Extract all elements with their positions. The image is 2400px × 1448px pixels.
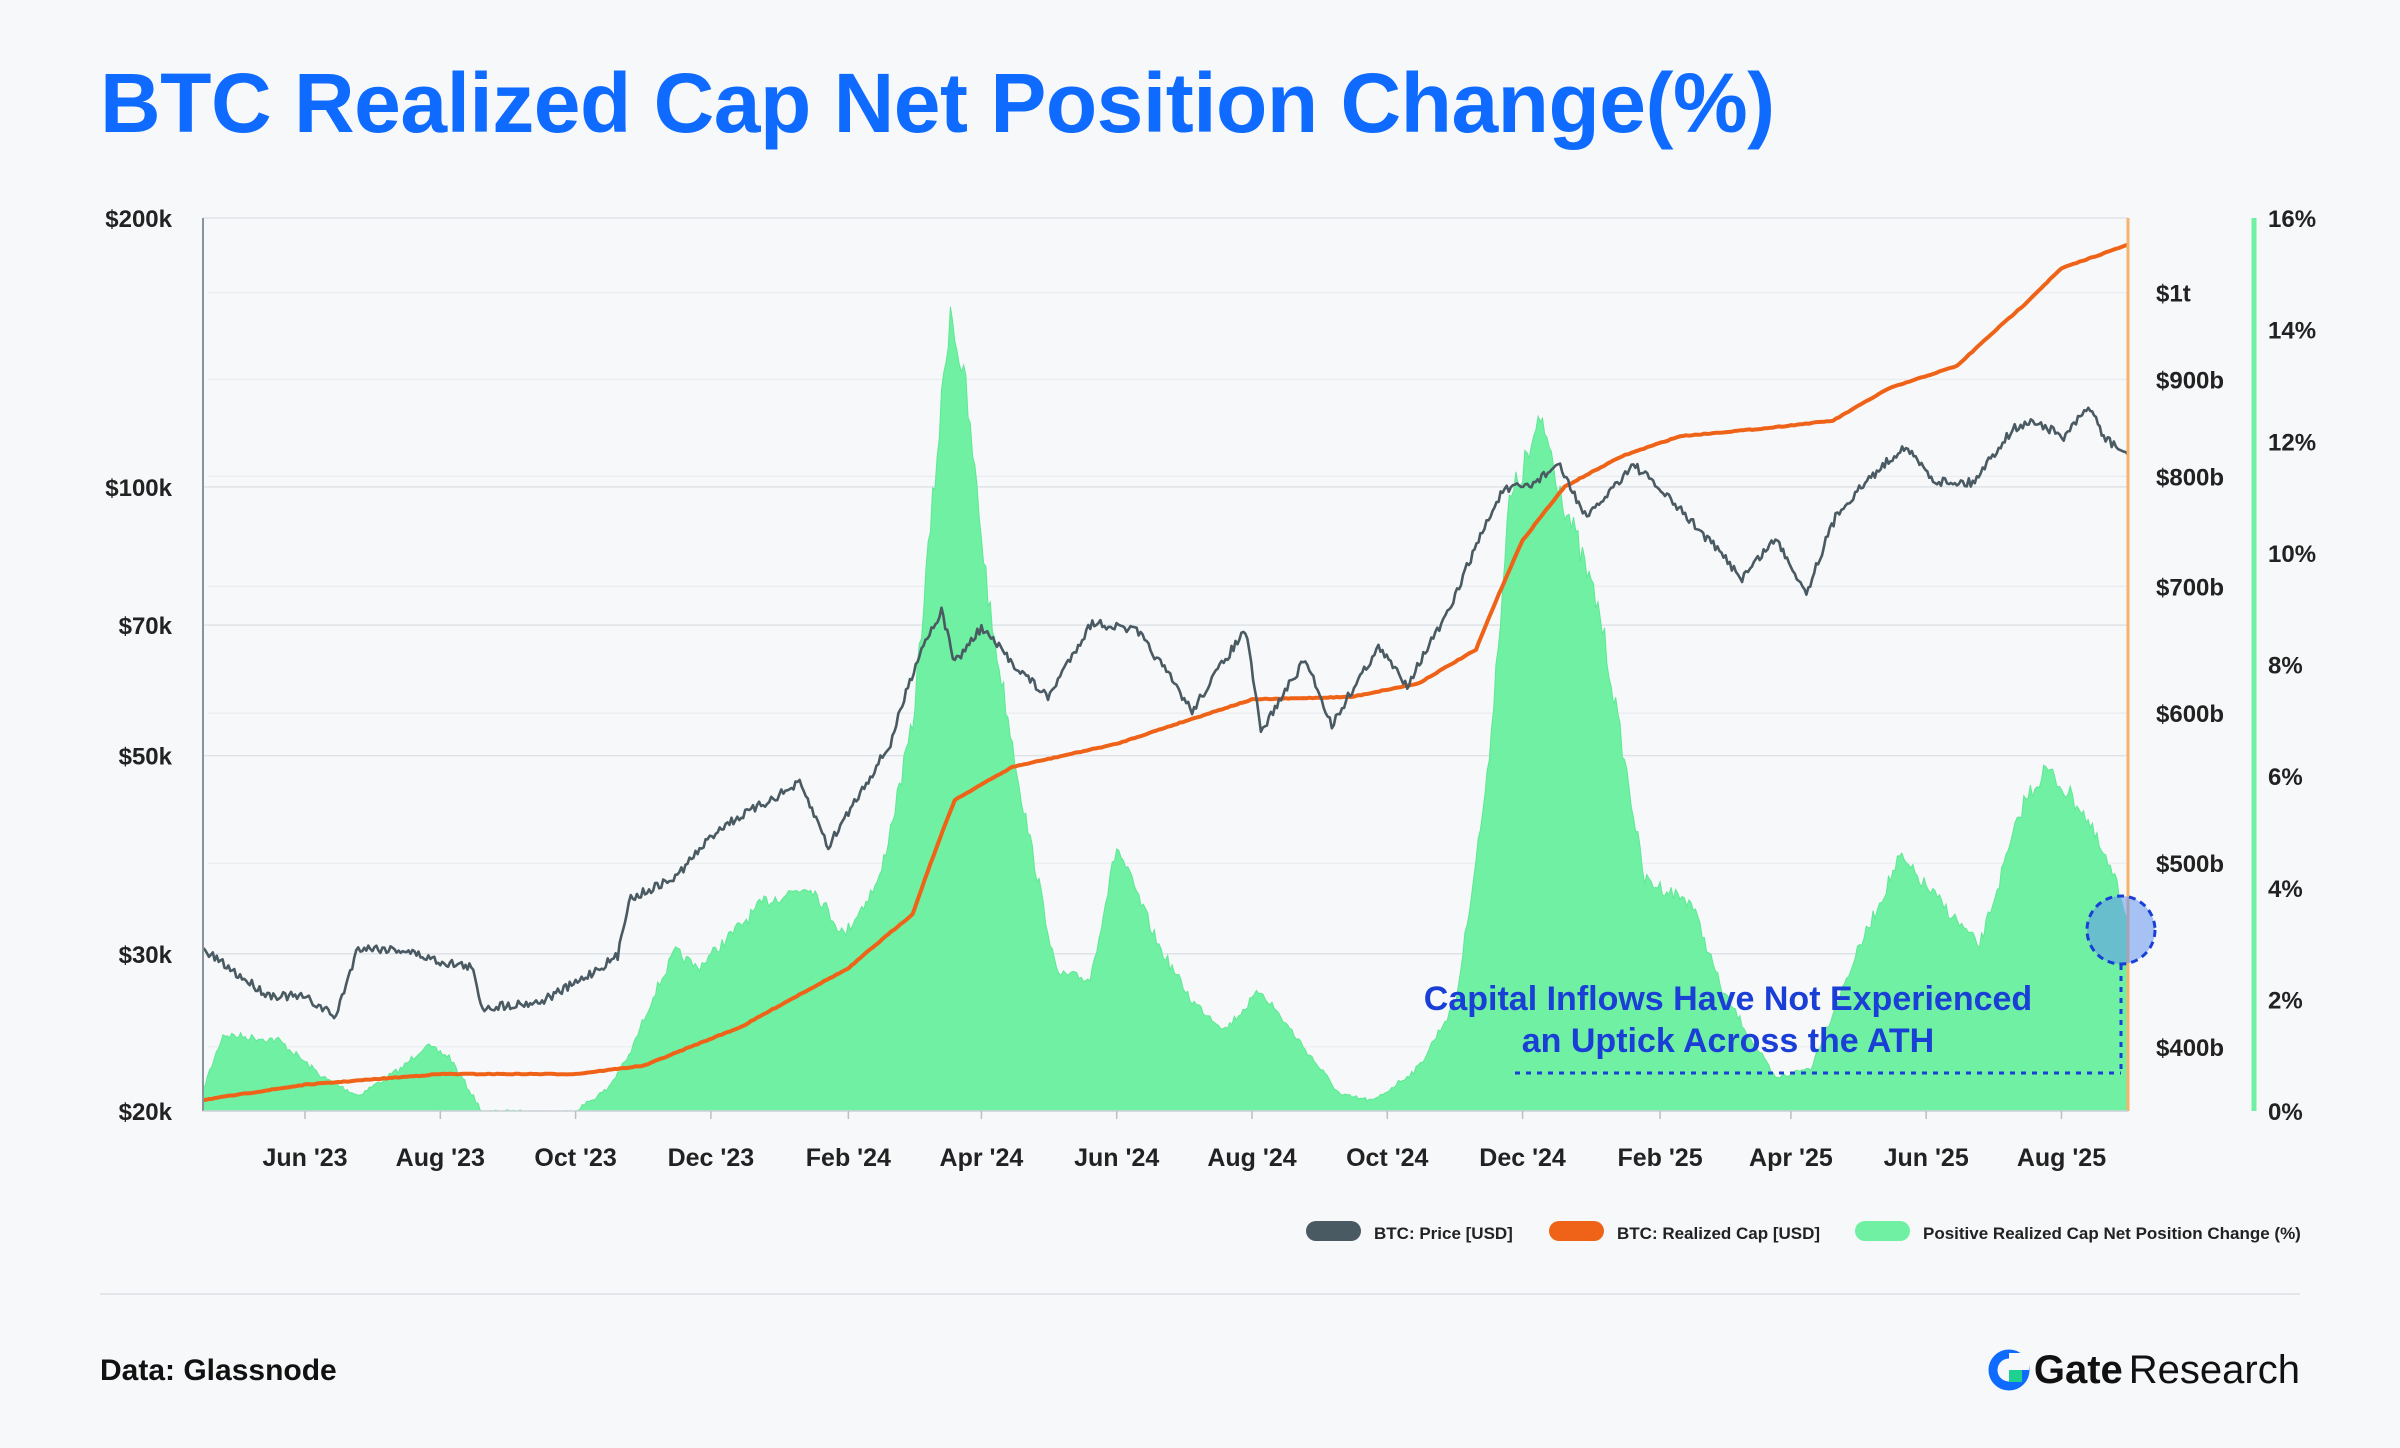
left-tick-label: $100k	[105, 475, 172, 502]
x-tick-label: Apr '25	[1749, 1144, 1833, 1172]
highlight-circle	[2085, 894, 2157, 966]
realized-cap-tick-label: $500b	[2156, 851, 2224, 878]
x-tick-label: Oct '24	[1346, 1144, 1428, 1172]
realized-cap-tick-label: $800b	[2156, 464, 2224, 491]
price-line	[202, 406, 2130, 1020]
x-tick-label: Dec '24	[1479, 1144, 1566, 1172]
realized-cap-line	[202, 242, 2129, 1103]
percent-tick-label: 0%	[2268, 1099, 2303, 1126]
realized-cap-axis-ticks: $400b $500b $600b $700b $800b $900b $1t	[2156, 281, 2224, 1062]
x-tick-label: Jun '23	[262, 1144, 347, 1172]
x-tick-label: Aug '24	[1207, 1144, 1296, 1172]
legend-label: Positive Realized Cap Net Position Chang…	[1923, 1224, 2301, 1243]
gate-logo-icon	[1988, 1349, 2030, 1391]
annotation-text-line-2: an Uptick Across the ATH	[1522, 1022, 1934, 1060]
annotation: Capital Inflows Have Not Experienced an …	[1424, 894, 2157, 1075]
annotation-text-line-1: Capital Inflows Have Not Experienced	[1424, 980, 2032, 1018]
x-tick-label: Dec '23	[668, 1144, 755, 1172]
legend: BTC: Price [USD] BTC: Realized Cap [USD] P…	[1306, 1221, 2301, 1243]
x-tick-label: Apr '24	[940, 1144, 1024, 1172]
left-tick-label: $50k	[119, 744, 173, 771]
x-tick-label: Aug '25	[2017, 1144, 2106, 1172]
percent-tick-label: 14%	[2268, 318, 2316, 345]
percent-tick-label: 12%	[2268, 429, 2316, 456]
footer-divider	[100, 1293, 2300, 1295]
percent-tick-label: 6%	[2268, 764, 2303, 791]
legend-swatch	[1306, 1221, 1361, 1241]
left-tick-label: $70k	[119, 613, 173, 640]
realized-cap-tick-label: $400b	[2156, 1035, 2224, 1062]
left-tick-label: $20k	[119, 1099, 173, 1126]
legend-label: BTC: Price [USD]	[1374, 1224, 1513, 1243]
realized-cap-tick-label: $1t	[2156, 281, 2191, 308]
line-btc-price	[202, 406, 2130, 1020]
percent-tick-label: 2%	[2268, 987, 2303, 1014]
x-axis-ticks: Jun '23 Aug '23 Oct '23 Dec '23 Feb '24 Apr '…	[262, 1111, 2106, 1172]
legend-swatch	[1855, 1221, 1910, 1241]
data-source: Data: Glassnode	[100, 1354, 337, 1387]
brand-name: Gate	[2033, 1347, 2123, 1392]
line-realized-cap	[202, 242, 2129, 1103]
percent-tick-label: 10%	[2268, 541, 2316, 568]
x-tick-label: Jun '25	[1884, 1144, 1969, 1172]
left-tick-label: $30k	[119, 942, 173, 969]
percent-tick-label: 16%	[2268, 206, 2316, 233]
realized-cap-tick-label: $700b	[2156, 574, 2224, 601]
x-tick-label: Jun '24	[1074, 1144, 1159, 1172]
left-axis-ticks: $20k $30k $50k $70k $100k $200k	[105, 206, 172, 1126]
realized-cap-tick-label: $900b	[2156, 367, 2224, 394]
left-tick-label: $200k	[105, 206, 172, 233]
legend-label: BTC: Realized Cap [USD]	[1617, 1224, 1820, 1243]
percent-tick-label: 4%	[2268, 876, 2303, 903]
x-tick-label: Aug '23	[396, 1144, 485, 1172]
brand-logo: Gate Research	[1988, 1347, 2300, 1393]
x-tick-label: Feb '25	[1617, 1144, 1702, 1172]
x-tick-label: Feb '24	[806, 1144, 891, 1172]
realized-cap-tick-label: $600b	[2156, 701, 2224, 728]
brand-suffix: Research	[2128, 1347, 2300, 1392]
percent-tick-label: 8%	[2268, 653, 2303, 680]
page-title: BTC Realized Cap Net Position Change(%)	[100, 56, 1775, 150]
legend-swatch	[1549, 1221, 1604, 1241]
x-tick-label: Oct '23	[534, 1144, 616, 1172]
percent-axis-ticks: 0% 2% 4% 6% 8% 10% 12% 14% 16%	[2268, 206, 2316, 1126]
